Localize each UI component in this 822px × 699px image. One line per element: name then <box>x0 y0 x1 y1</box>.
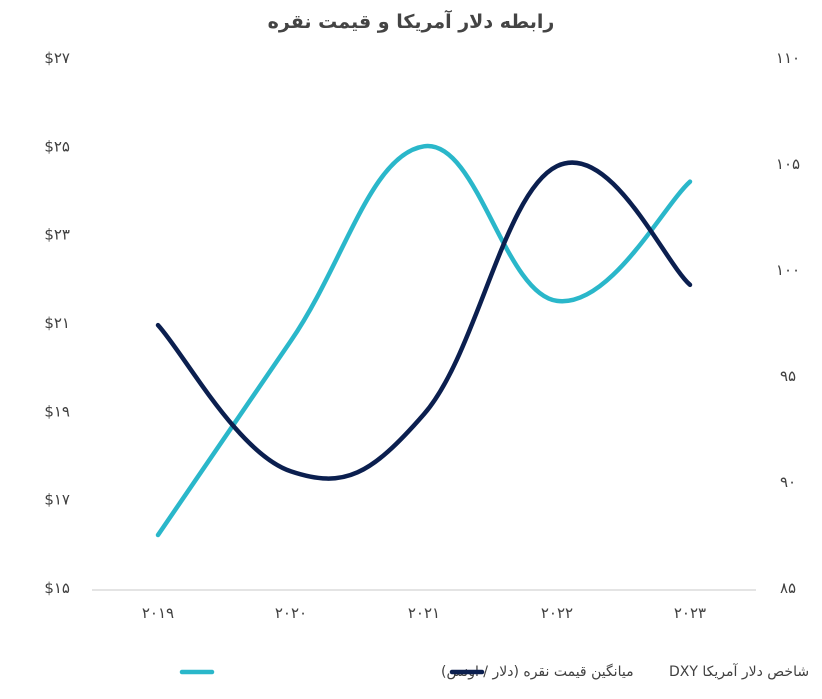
y-left-tick-label: $۱۵ <box>44 579 70 597</box>
x-tick-label: ۲۰۲۲ <box>541 604 573 622</box>
x-tick-label: ۲۰۲۰ <box>275 604 307 622</box>
x-tick-label: ۲۰۲۳ <box>674 604 706 622</box>
y-right-tick-label: ۱۰۰ <box>776 261 800 279</box>
series-layer <box>155 144 693 538</box>
series-line-1 <box>155 160 693 481</box>
y-left-tick-label: $۲۷ <box>44 49 70 67</box>
legend: میانگین قیمت نقره (دلار / اونس) شاخص دلار… <box>179 663 809 680</box>
y-left-tick-label: $۱۹ <box>44 402 70 420</box>
y-right-tick-label: ۱۱۰ <box>776 49 800 67</box>
x-tick-label: ۲۰۱۹ <box>142 604 174 622</box>
legend-label-0: میانگین قیمت نقره (دلار / اونس) <box>441 663 634 680</box>
y-right-tick-label: ۸۵ <box>780 579 796 597</box>
y-left-tick-label: $۲۵ <box>44 137 70 155</box>
axes: $۲۷ $۲۵ $۲۳ $۲۱ $۱۹ $۱۷ $۱۵ ۱۱۰ ۱۰۵ ۱۰۰ ۹۵ ۹۰ ۸۵ ۲۰۱۹… <box>44 49 800 622</box>
chart-title: رابطه دلار آمریکا و قیمت نقره <box>268 9 555 33</box>
series-line-0 <box>155 144 693 538</box>
y-right-tick-label: ۱۰۵ <box>776 155 800 173</box>
x-tick-label: ۲۰۲۱ <box>408 604 440 622</box>
y-left-tick-label: $۲۳ <box>44 226 70 244</box>
y-right-tick-label: ۹۵ <box>780 367 796 385</box>
y-left-tick-label: $۲۱ <box>44 314 70 332</box>
y-left-tick-label: $۱۷ <box>44 491 70 509</box>
y-right-tick-label: ۹۰ <box>780 473 796 491</box>
legend-label-1: شاخص دلار آمریکا DXY <box>669 663 809 680</box>
